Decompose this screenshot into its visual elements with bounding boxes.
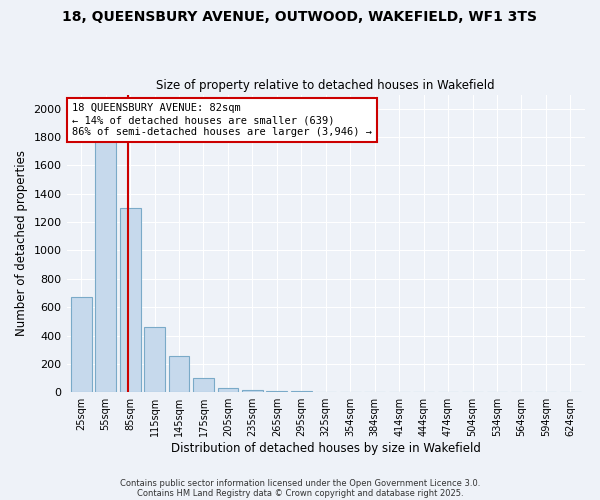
X-axis label: Distribution of detached houses by size in Wakefield: Distribution of detached houses by size … [171,442,481,455]
Text: Contains HM Land Registry data © Crown copyright and database right 2025.: Contains HM Land Registry data © Crown c… [137,488,463,498]
Y-axis label: Number of detached properties: Number of detached properties [15,150,28,336]
Bar [242,390,263,392]
Text: 18, QUEENSBURY AVENUE, OUTWOOD, WAKEFIELD, WF1 3TS: 18, QUEENSBURY AVENUE, OUTWOOD, WAKEFIEL… [62,10,538,24]
Bar [71,297,92,392]
Bar [266,391,287,392]
Bar [218,388,238,392]
Bar [120,208,140,392]
Bar [144,327,165,392]
Text: Contains public sector information licensed under the Open Government Licence 3.: Contains public sector information licen… [120,478,480,488]
Bar [169,356,190,392]
Text: 18 QUEENSBURY AVENUE: 82sqm
← 14% of detached houses are smaller (639)
86% of se: 18 QUEENSBURY AVENUE: 82sqm ← 14% of det… [72,104,372,136]
Title: Size of property relative to detached houses in Wakefield: Size of property relative to detached ho… [157,79,495,92]
Bar [95,134,116,392]
Bar [193,378,214,392]
